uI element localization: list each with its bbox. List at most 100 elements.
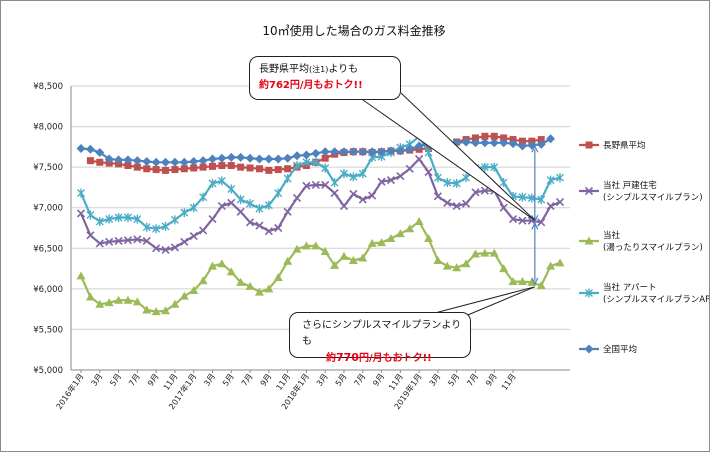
data-point xyxy=(518,216,527,225)
data-point xyxy=(179,291,189,300)
data-point xyxy=(226,267,236,276)
data-point xyxy=(481,132,489,140)
data-point xyxy=(452,263,462,272)
data-point xyxy=(152,224,161,234)
data-point xyxy=(330,147,340,157)
data-point xyxy=(405,224,415,233)
data-point xyxy=(245,281,255,290)
data-point xyxy=(386,146,396,156)
x-tick-label: 9月 xyxy=(371,372,386,388)
data-point xyxy=(330,178,339,188)
data-point xyxy=(405,144,415,154)
x-tick-label: 7月 xyxy=(127,372,142,388)
x-tick-label: 9月 xyxy=(146,372,161,388)
y-tick-label: ¥8,500 xyxy=(33,82,63,92)
data-point xyxy=(489,138,499,148)
callout1-note: (注1) xyxy=(309,65,329,74)
saving-arrowhead xyxy=(531,144,539,153)
data-point xyxy=(226,152,236,162)
data-point xyxy=(500,134,508,142)
data-point xyxy=(96,158,104,166)
data-point xyxy=(377,147,387,157)
data-point xyxy=(508,215,518,224)
data-point xyxy=(527,193,536,203)
x-tick-label: 9月 xyxy=(259,372,274,388)
data-point xyxy=(152,166,160,174)
data-point xyxy=(480,138,490,148)
legend-label-line: 長野県平均 xyxy=(603,140,646,151)
data-point xyxy=(198,156,208,166)
data-point xyxy=(433,192,442,201)
data-point xyxy=(358,169,367,179)
x-tick-label: 11月 xyxy=(500,372,518,392)
series-line xyxy=(79,135,561,230)
data-point xyxy=(546,261,556,270)
data-point xyxy=(161,306,171,315)
data-point xyxy=(104,154,114,164)
data-point xyxy=(199,192,208,202)
data-point xyxy=(433,173,442,183)
callout1-line2: 約762円/月もおトク!! xyxy=(259,80,363,91)
data-point xyxy=(133,235,142,244)
data-point xyxy=(395,229,405,238)
x-tick-label: 5月 xyxy=(108,372,123,388)
data-point xyxy=(348,147,358,157)
data-point xyxy=(536,139,546,149)
data-point xyxy=(142,156,152,166)
callout2-line2-a: 約 xyxy=(326,353,336,364)
data-point xyxy=(405,164,414,173)
data-point xyxy=(499,203,508,212)
x-tick-label: 7月 xyxy=(353,372,368,388)
data-point xyxy=(330,189,339,198)
callout1-line1: 長野県平均 xyxy=(259,64,309,75)
legend-label-line: 当社 xyxy=(603,230,621,241)
data-point xyxy=(293,161,302,171)
data-point xyxy=(499,138,509,148)
data-point xyxy=(396,172,405,181)
data-point xyxy=(133,163,141,171)
data-point xyxy=(508,277,518,286)
data-point xyxy=(217,202,226,211)
data-point xyxy=(517,141,527,151)
data-point xyxy=(151,307,161,316)
data-point xyxy=(170,215,179,225)
data-point xyxy=(424,234,434,243)
data-point xyxy=(283,256,293,265)
y-tick-label: ¥6,500 xyxy=(33,244,63,254)
data-point xyxy=(349,189,358,198)
data-point xyxy=(264,284,274,293)
data-point xyxy=(218,162,226,170)
data-point xyxy=(123,236,133,245)
data-point xyxy=(537,195,546,205)
x-tick-label: 11月 xyxy=(162,372,180,392)
data-point xyxy=(180,237,189,246)
data-point xyxy=(245,218,255,227)
data-point xyxy=(292,193,302,203)
data-point xyxy=(274,188,283,198)
data-point xyxy=(274,166,282,174)
data-point xyxy=(227,184,236,194)
data-point xyxy=(546,175,555,185)
data-point xyxy=(132,156,142,166)
data-point xyxy=(311,180,320,190)
data-point xyxy=(414,141,424,151)
x-tick-label: 3月 xyxy=(315,372,330,388)
data-point xyxy=(198,276,208,285)
data-point xyxy=(490,132,498,140)
data-point xyxy=(508,139,518,149)
data-point xyxy=(537,218,546,227)
data-point xyxy=(152,244,161,253)
data-point xyxy=(227,162,235,170)
data-point xyxy=(321,180,330,190)
x-tick-label: 3月 xyxy=(428,372,443,388)
data-point xyxy=(367,147,377,157)
data-point xyxy=(301,241,311,250)
data-point xyxy=(142,222,151,232)
y-tick-label: ¥6,000 xyxy=(33,285,63,295)
data-point xyxy=(76,143,86,153)
data-point xyxy=(480,248,490,257)
data-point xyxy=(546,202,555,211)
data-point xyxy=(142,305,152,314)
x-tick-label: 5月 xyxy=(446,372,461,388)
